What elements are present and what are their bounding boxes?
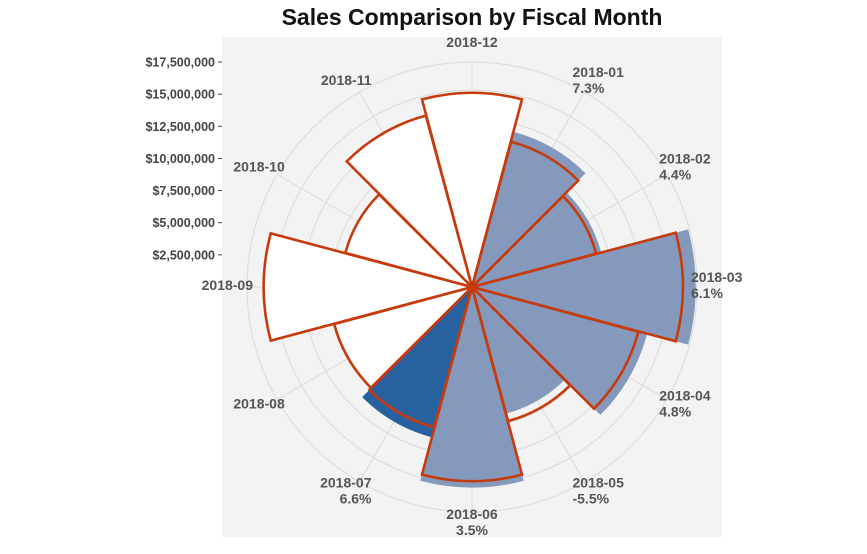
y-axis: $2,500,000 $5,000,000 $7,500,000 $10,000,00… xyxy=(145,56,222,262)
y-tick-label: $17,500,000 xyxy=(145,56,215,70)
month-label-2018-10: 2018-10 xyxy=(233,159,285,175)
change-percent: 3.5% xyxy=(456,522,488,538)
prior-bar-2018-06 xyxy=(420,281,524,483)
y-tick-label: $10,000,000 xyxy=(145,152,215,166)
month-label-2018-02: 2018-02 4.4% xyxy=(659,151,711,183)
current-series xyxy=(362,131,696,488)
month-name: 2018-08 xyxy=(233,396,285,412)
current-bar-2018-06 xyxy=(420,287,524,488)
month-name: 2018-05 xyxy=(573,474,625,490)
change-percent: 4.4% xyxy=(659,167,691,183)
month-label-2018-09: 2018-09 xyxy=(202,277,254,293)
month-label-2018-04: 2018-04 4.8% xyxy=(659,388,711,420)
month-name: 2018-11 xyxy=(321,72,372,88)
change-percent: 6.1% xyxy=(691,285,723,301)
month-label-2018-06: 2018-06 3.5% xyxy=(446,506,498,538)
current-bar-2018-03 xyxy=(472,229,696,345)
month-name: 2018-02 xyxy=(659,151,711,167)
current-bar-2018-01 xyxy=(472,131,586,287)
month-label-2018-07: 2018-07 6.6% xyxy=(320,474,372,506)
change-percent: -5.5% xyxy=(573,490,610,506)
month-name: 2018-01 xyxy=(573,64,625,80)
prior-bar-2018-07 xyxy=(367,282,475,429)
month-label-2018-11: 2018-11 xyxy=(321,72,372,88)
prior-bar-2018-12 xyxy=(420,91,524,293)
month-label-2018-12: 2018-12 xyxy=(446,34,498,50)
month-name: 2018-10 xyxy=(233,159,285,175)
month-label-2018-01: 2018-01 7.3% xyxy=(573,64,625,96)
prior-bar-2018-09 xyxy=(262,231,478,343)
change-percent: 6.6% xyxy=(340,490,372,506)
current-bar-2018-02 xyxy=(472,192,602,287)
month-name: 2018-03 xyxy=(691,269,743,285)
prior-series xyxy=(262,91,685,483)
month-name: 2018-04 xyxy=(659,388,711,404)
prior-bar-2018-03 xyxy=(466,231,685,343)
current-bar-2018-04 xyxy=(472,287,648,416)
month-name: 2018-12 xyxy=(446,34,498,50)
month-name: 2018-07 xyxy=(320,474,372,490)
change-percent: 4.8% xyxy=(659,404,691,420)
y-tick-label: $12,500,000 xyxy=(145,120,215,134)
month-name: 2018-09 xyxy=(202,277,254,293)
month-label-2018-03: 2018-03 6.1% xyxy=(691,269,743,301)
prior-bar-2018-11 xyxy=(344,114,475,292)
month-labels: 2018-12 2018-01 7.3% 2018-02 4.4% 2018-03 6.1%… xyxy=(202,34,743,538)
current-bar-2018-05 xyxy=(472,287,565,414)
chart-title: Sales Comparison by Fiscal Month xyxy=(281,4,663,30)
month-label-2018-05: 2018-05 -5.5% xyxy=(573,474,625,506)
month-label-2018-08: 2018-08 xyxy=(233,396,285,412)
prior-bar-2018-01 xyxy=(469,140,581,292)
month-name: 2018-06 xyxy=(446,506,498,522)
y-tick-label: $7,500,000 xyxy=(152,184,215,198)
y-tick-label: $2,500,000 xyxy=(152,248,215,262)
y-tick-label: $15,000,000 xyxy=(145,88,215,102)
prior-bar-2018-04 xyxy=(467,284,640,411)
change-percent: 7.3% xyxy=(573,80,605,96)
y-tick-label: $5,000,000 xyxy=(152,216,215,230)
current-bar-2018-07 xyxy=(362,287,472,438)
